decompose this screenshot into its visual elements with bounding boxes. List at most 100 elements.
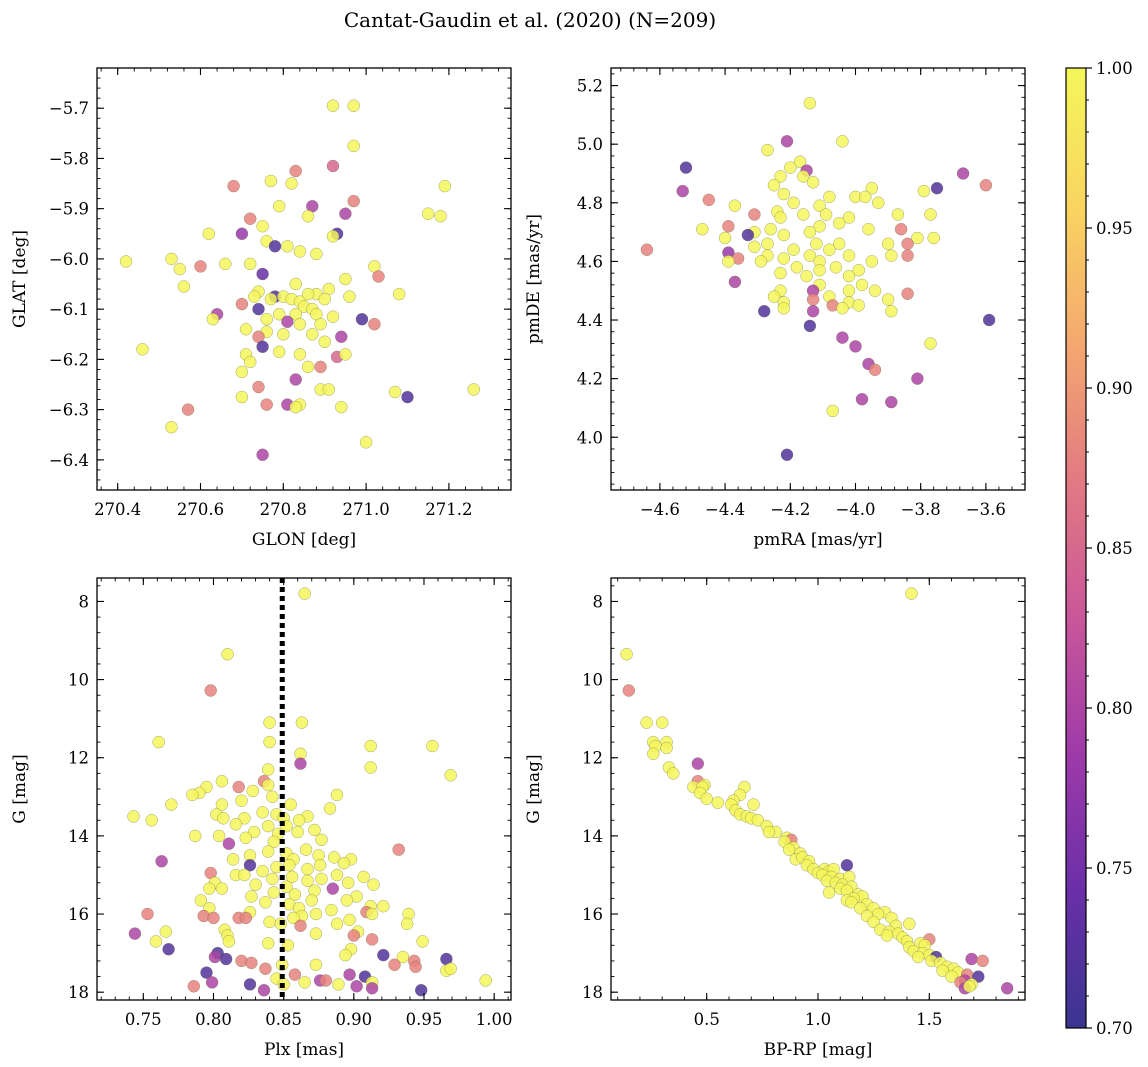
scatter-point bbox=[119, 255, 133, 268]
scatter-point bbox=[272, 307, 286, 321]
scatter-point bbox=[256, 267, 269, 281]
scatter-point bbox=[330, 788, 344, 802]
scatter-point bbox=[219, 952, 233, 966]
scatter-point bbox=[238, 868, 251, 882]
scatter-point bbox=[368, 317, 381, 331]
scatter-point bbox=[293, 348, 307, 361]
x-axis-label: Plx [mas] bbox=[264, 1040, 344, 1060]
scatter-point bbox=[243, 355, 257, 369]
scatter-point bbox=[409, 960, 422, 974]
scatter-point bbox=[855, 392, 869, 406]
scatter-point bbox=[741, 228, 755, 242]
scatter-point bbox=[207, 911, 220, 925]
scatter-point bbox=[810, 237, 823, 251]
x-tick-label: 1.00 bbox=[476, 1010, 513, 1029]
scatter-point bbox=[243, 978, 257, 991]
scatter-point bbox=[310, 247, 323, 261]
scatter-point bbox=[128, 927, 142, 940]
subplot-ax1: 270.4 270.6 270.8 271.0 271.2 −6.4 −6.3 −6.2 −6.… bbox=[10, 67, 512, 550]
scatter-point bbox=[239, 831, 253, 845]
scatter-point bbox=[691, 757, 705, 770]
scatter-point bbox=[215, 798, 229, 811]
y-tick-label: 18 bbox=[582, 983, 603, 1002]
scatter-point bbox=[911, 372, 924, 385]
scatter-point bbox=[263, 716, 276, 729]
colorbar: 0.70 0.75 0.80 0.85 0.90 0.95 1.00 bbox=[1065, 59, 1133, 1038]
scatter-point bbox=[305, 894, 318, 907]
scatter-point bbox=[309, 907, 323, 921]
scatter-point bbox=[326, 882, 340, 895]
scatter-point bbox=[965, 952, 978, 966]
scatter-point bbox=[976, 954, 989, 968]
scatter-point bbox=[155, 855, 168, 868]
scatter-point bbox=[842, 269, 856, 283]
scatter-point bbox=[849, 340, 862, 353]
scatter-point bbox=[396, 950, 410, 964]
x-tick-label: −4.4 bbox=[705, 500, 745, 519]
scatter-point bbox=[260, 312, 273, 326]
scatter-point bbox=[266, 790, 279, 804]
scatter-point bbox=[822, 886, 836, 899]
x-tick-label: 0.80 bbox=[195, 1010, 232, 1029]
scatter-point bbox=[467, 383, 480, 396]
scatter-point bbox=[622, 684, 636, 697]
scatter-point bbox=[757, 304, 771, 318]
scatter-point bbox=[127, 810, 140, 823]
scatter-point bbox=[229, 817, 243, 831]
scatter-point bbox=[194, 894, 208, 907]
scatter-point bbox=[676, 184, 689, 198]
colorbar-tick-label: 1.00 bbox=[1096, 59, 1133, 78]
scatter-point bbox=[308, 823, 321, 837]
scatter-point bbox=[215, 882, 229, 895]
scatter-point bbox=[702, 193, 716, 207]
scatter-point bbox=[204, 684, 217, 697]
axes-frame bbox=[610, 67, 1026, 491]
scatter-point bbox=[901, 237, 914, 251]
scatter-point bbox=[330, 917, 344, 931]
scatter-point bbox=[339, 207, 352, 220]
scatter-point bbox=[245, 890, 258, 903]
x-tick-label: −4.2 bbox=[770, 500, 810, 519]
scatter-point bbox=[774, 170, 787, 183]
scatter-point bbox=[165, 252, 178, 266]
scatter-point bbox=[177, 280, 191, 293]
scatter-point bbox=[956, 167, 970, 180]
y-tick-label: −6.4 bbox=[49, 451, 89, 470]
scatter-point bbox=[748, 240, 761, 254]
scatter-point bbox=[215, 774, 229, 788]
scatter-point bbox=[243, 858, 257, 872]
y-tick-label: 12 bbox=[582, 749, 603, 768]
x-tick-label: 270.6 bbox=[177, 500, 224, 519]
scatter-point bbox=[963, 980, 976, 993]
subplot-ax3: 0.75 0.80 0.85 0.90 0.95 1.00 8 10 12 14 16 18 Plx [… bbox=[10, 577, 513, 1060]
y-tick-label: 14 bbox=[68, 827, 89, 846]
scatter-point bbox=[288, 888, 302, 901]
scatter-point bbox=[235, 297, 249, 311]
scatter-point bbox=[751, 814, 765, 827]
scatter-point bbox=[359, 436, 373, 449]
scatter-point bbox=[327, 851, 341, 864]
scatter-point bbox=[885, 395, 898, 409]
scatter-point bbox=[800, 269, 813, 283]
scatter-point bbox=[722, 220, 735, 233]
scatter-point bbox=[377, 948, 390, 962]
scatter-point bbox=[326, 99, 340, 112]
scatter-point bbox=[927, 231, 940, 245]
scatter-point bbox=[982, 313, 996, 327]
scatter-point bbox=[640, 243, 654, 256]
scatter-point bbox=[339, 948, 352, 962]
scatter-point bbox=[728, 199, 742, 212]
scatter-point bbox=[797, 170, 810, 183]
scatter-point bbox=[289, 400, 302, 414]
axes-frame bbox=[610, 577, 1026, 1001]
scatter-point bbox=[823, 243, 836, 256]
scatter-point bbox=[372, 270, 385, 283]
scatter-point bbox=[836, 135, 849, 148]
scatter-points bbox=[127, 587, 492, 997]
y-tick-label: 10 bbox=[582, 671, 603, 690]
scatter-point bbox=[285, 177, 298, 190]
y-tick-label: −6.0 bbox=[49, 250, 89, 269]
x-tick-label: 0.75 bbox=[125, 1010, 162, 1029]
colorbar-ticks: 0.70 0.75 0.80 0.85 0.90 0.95 1.00 bbox=[1086, 59, 1133, 1038]
